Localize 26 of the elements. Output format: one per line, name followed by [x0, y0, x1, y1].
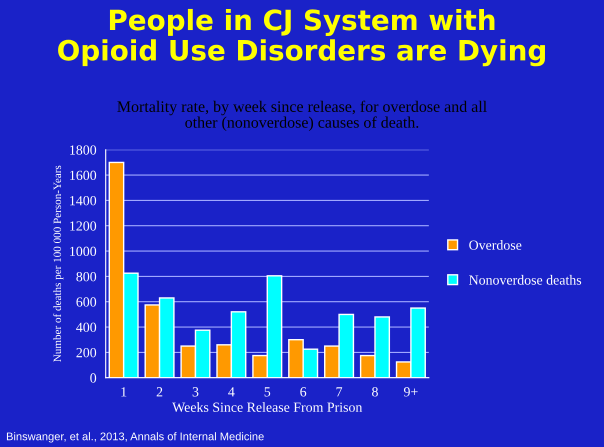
y-tick-label: 1600 — [70, 170, 96, 180]
x-tick-label: 7 — [336, 387, 342, 396]
y-tick-label: 200 — [76, 348, 96, 358]
y-tick-label: 1800 — [70, 145, 96, 155]
y-axis-title: Number of deaths per 100 000 Person-Years — [53, 166, 64, 362]
x-tick-label: 9+ — [404, 387, 418, 397]
y-tick-label: 400 — [76, 322, 96, 332]
chart-title: People in CJ System with Opioid Use Disorders are Dying — [58, 8, 545, 66]
y-tick-label: 1400 — [70, 196, 96, 206]
y-tick-label: 600 — [76, 297, 96, 307]
x-tick-label: 1 — [121, 387, 126, 396]
x-tick-label: 3 — [192, 387, 198, 397]
x-tick-label: 5 — [264, 387, 270, 397]
legend-label: Nonoverdose deaths — [469, 274, 582, 285]
chart-subtitle: Mortality rate, by week since release, for overdose and all other (nonoverdose) causes of death. — [117, 100, 487, 132]
x-tick-label: 2 — [156, 387, 162, 396]
y-tick-label: 800 — [76, 272, 96, 282]
y-tick-label: 0 — [90, 373, 96, 383]
y-tick-label: 1200 — [70, 221, 96, 231]
legend-label: Overdose — [469, 240, 522, 250]
x-tick-label: 4 — [228, 387, 235, 396]
y-tick-label: 1000 — [70, 246, 96, 256]
x-tick-label: 6 — [300, 387, 306, 397]
text: Binswanger, et al., 2013, Annals of Internal Medicine — [6, 432, 264, 443]
x-axis-title: Weeks Since Release From Prison — [172, 402, 362, 412]
x-tick-label: 8 — [372, 387, 378, 397]
